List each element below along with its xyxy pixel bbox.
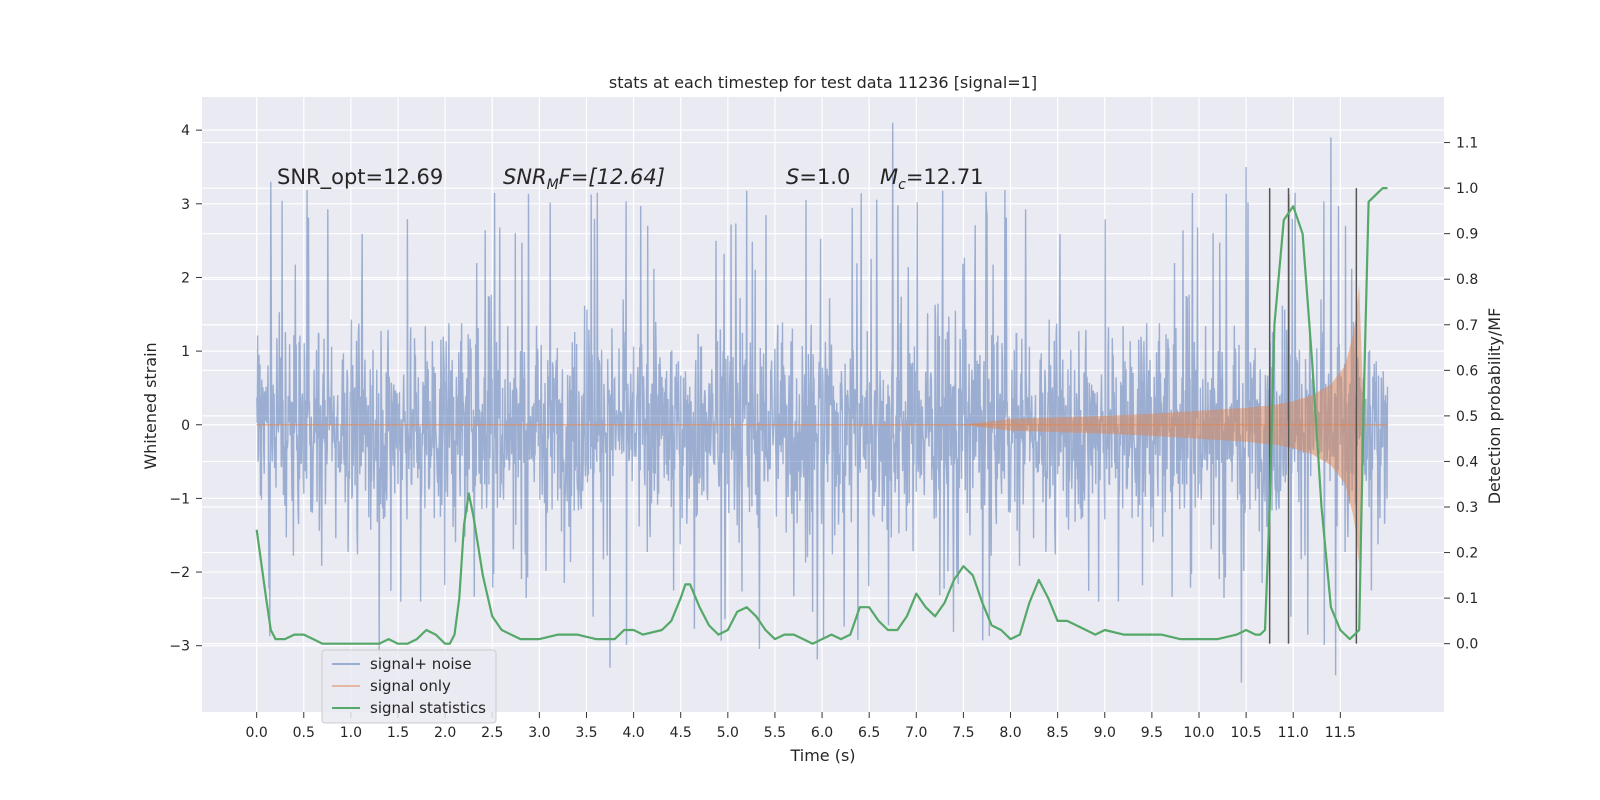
annotation-s: S=1.0	[786, 165, 850, 189]
y-tick-label: −2	[169, 565, 190, 581]
signal-statistics-line	[255, 187, 1388, 645]
legend: signal+ noise signal only signal statist…	[321, 649, 497, 724]
y2-tick-label: 0.9	[1456, 227, 1478, 243]
annotations: SNR_opt=12.69 SNRMF=[12.64] S=1.0 Mc=12.…	[277, 165, 984, 193]
legend-label-signal-statistics: signal statistics	[370, 699, 486, 717]
y-tick-label: 0	[181, 418, 190, 434]
x-tick-label: 10.5	[1231, 725, 1262, 741]
axis-ticks: 0.0 0.5 1.0 1.5 2.0 2.5 3.0 3.5 4.0 4.5 5.0 5.5 6.0 6…	[169, 123, 1478, 741]
x-tick-label: 3.0	[528, 725, 550, 741]
annotation-mc-sub: c	[898, 177, 906, 193]
legend-label-signal-only: signal only	[370, 677, 451, 695]
x-tick-label: 4.5	[670, 725, 692, 741]
vertical-markers	[1268, 188, 1358, 644]
y-axis-label: Whitened strain	[141, 342, 160, 469]
y2-tick-label: 0.7	[1456, 318, 1478, 334]
annotation-s-var: S	[786, 165, 799, 189]
y2-tick-label: 0.4	[1456, 454, 1478, 470]
series-signal-only	[256, 284, 1388, 565]
y2-axis-label: Detection probability/MF	[1485, 308, 1504, 505]
series-signal-noise	[256, 122, 1389, 683]
y-tick-label: −3	[169, 639, 190, 655]
y2-tick-label: 0.2	[1456, 546, 1478, 562]
x-tick-label: 11.5	[1325, 725, 1356, 741]
y2-tick-label: 1.1	[1456, 136, 1478, 152]
y-tick-label: 2	[181, 270, 190, 286]
legend-box	[321, 649, 497, 724]
x-tick-label: 0.5	[293, 725, 315, 741]
x-tick-label: 1.5	[387, 725, 409, 741]
x-tick-label: 9.5	[1141, 725, 1163, 741]
x-tick-label: 7.0	[905, 725, 927, 741]
y2-tick-label: 0.3	[1456, 500, 1478, 516]
x-tick-label: 11.0	[1278, 725, 1309, 741]
y2-tick-label: 0.5	[1456, 409, 1478, 425]
y2-tick-label: 0.0	[1456, 637, 1478, 653]
x-tick-label: 7.5	[952, 725, 974, 741]
x-tick-label: 0.0	[246, 725, 268, 741]
x-tick-label: 8.0	[999, 725, 1021, 741]
legend-label-signal-noise: signal+ noise	[370, 655, 472, 673]
y2-tick-label: 1.0	[1456, 181, 1478, 197]
y-tick-label: 4	[181, 123, 190, 139]
y-tick-label: 1	[181, 344, 190, 360]
y2-tick-label: 0.6	[1456, 363, 1478, 379]
x-tick-label: 6.0	[811, 725, 833, 741]
annotation-snr-opt: SNR_opt=12.69	[277, 165, 443, 190]
annotation-snr-mf-sub: M	[547, 177, 559, 193]
x-tick-label: 6.5	[858, 725, 880, 741]
y2-tick-label: 0.8	[1456, 272, 1478, 288]
annotation-snr-mf-var: SNR	[503, 165, 547, 189]
x-tick-label: 4.0	[622, 725, 644, 741]
x-tick-label: 5.0	[717, 725, 739, 741]
x-tick-label: 2.0	[434, 725, 456, 741]
y-tick-label: −1	[169, 491, 190, 507]
annotation-snr-mf-tail: F=[12.64]	[559, 165, 665, 189]
y2-tick-label: 0.1	[1456, 591, 1478, 607]
x-tick-label: 8.5	[1047, 725, 1069, 741]
x-tick-label: 2.5	[481, 725, 503, 741]
annotation-mc: Mc=12.71	[880, 165, 984, 193]
chart-title: stats at each timestep for test data 112…	[609, 73, 1037, 92]
annotation-snr-mf: SNRMF=[12.64]	[503, 165, 665, 193]
annotation-mc-var: M	[880, 165, 898, 189]
y-tick-label: 3	[181, 197, 190, 213]
series-signal-statistics	[255, 187, 1388, 645]
x-tick-label: 3.5	[575, 725, 597, 741]
x-tick-label: 5.5	[764, 725, 786, 741]
x-tick-label: 10.0	[1183, 725, 1214, 741]
x-tick-label: 9.0	[1094, 725, 1116, 741]
annotation-mc-tail: =12.71	[906, 165, 984, 189]
x-axis-label: Time (s)	[789, 746, 855, 765]
signal-noise-trace	[256, 122, 1389, 683]
x-tick-label: 1.0	[340, 725, 362, 741]
annotation-s-tail: =1.0	[799, 165, 850, 189]
